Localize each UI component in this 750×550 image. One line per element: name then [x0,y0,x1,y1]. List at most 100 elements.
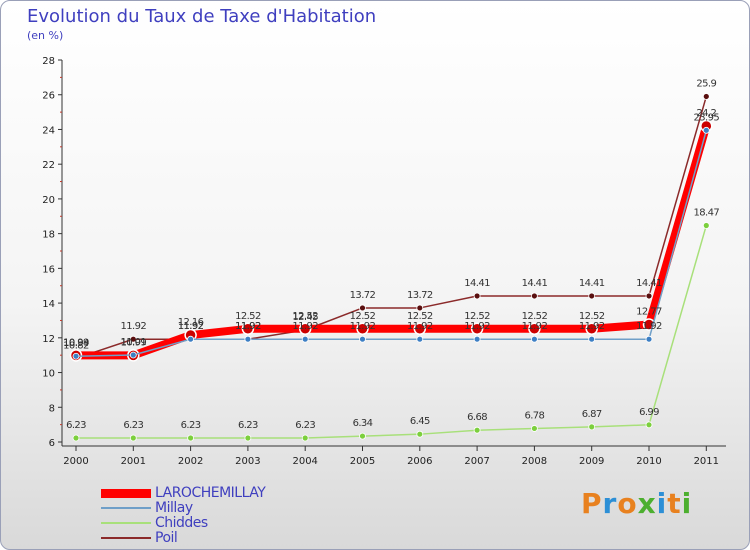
y-tick-label: 28 [42,56,55,67]
data-label-millay: 23.95 [693,112,719,123]
data-point-poil [416,304,424,312]
unit-label: (en %) [27,29,64,42]
y-tick-label: 20 [42,195,55,206]
data-labels: 10.99 10.99 12.16 12.52 12.52 12.52 12.52 12.52… [63,78,720,431]
data-point-millay [187,335,195,343]
x-tick-label: 2011 [694,456,719,467]
data-point-poil [702,93,710,100]
data-point-larochemillay [241,322,255,336]
data-label-poil: 11.92 [120,321,146,332]
x-tick-label: 2002 [178,456,203,467]
data-label-millay: 11.92 [522,321,548,332]
data-label-larochemillay: 12.52 [522,311,548,322]
logo-letter: o [617,487,638,520]
y-tick-label: 16 [42,264,55,275]
data-label-poil: 11.92 [178,321,204,332]
logo-letter: x [637,487,657,520]
data-label-millay: 11.92 [636,321,662,332]
x-tick-label: 2007 [464,456,489,467]
data-label-larochemillay: 12.52 [235,311,261,322]
data-label-chiddes: 6.87 [582,409,602,420]
proxiti-logo: Proxiti [581,487,692,520]
y-tick-label: 18 [42,230,55,241]
data-point-poil [473,292,481,300]
data-point-larochemillay [585,322,598,336]
data-label-poil: 12.45 [292,312,318,323]
series-line-poil [75,96,708,360]
data-point-millay [588,335,596,343]
y-tick-label: 22 [42,160,55,171]
y-tick-label: 26 [42,91,55,102]
data-label-chiddes: 6.45 [410,416,430,427]
series-line-chiddes [76,225,708,439]
data-point-chiddes [416,430,424,438]
logo-letter: t [667,487,682,520]
logo-letter: i [681,487,693,520]
y-tick-label: 24 [42,125,55,136]
y-tick-label: 6 [49,438,55,449]
data-label-poil: 13.72 [407,290,433,301]
data-point-poil [645,292,653,300]
data-label-chiddes: 6.99 [639,407,659,418]
data-point-chiddes [187,434,195,442]
data-label-chiddes: 6.78 [524,410,544,421]
legend: LAROCHEMILLAY Millay Chiddes Poil [101,485,321,546]
legend-item-chiddes: Chiddes [101,515,321,531]
data-label-chiddes: 6.23 [123,420,143,431]
y-tick-label: 8 [49,403,55,414]
data-point-larochemillay [528,322,541,336]
data-point-millay [359,335,366,343]
data-label-millay: 11.92 [407,321,433,332]
data-label-larochemillay: 12.52 [579,311,605,322]
y-axis-ticks: 6 8 10 12 14 16 18 20 22 24 26 28 [42,56,62,449]
data-point-millay [473,335,481,343]
legend-label: Chiddes [155,515,208,531]
series-lines [69,93,713,442]
legend-item-poil: Poil [101,530,321,546]
logo-letter: i [656,487,668,520]
data-label-poil: 14.41 [579,278,605,289]
legend-swatch [101,488,151,498]
y-tick-label: 12 [42,334,55,345]
legend-swatch [101,522,151,524]
data-label-poil: 14.41 [464,278,490,289]
data-label-larochemillay: 10.99 [120,337,146,348]
data-point-larochemillay [413,322,427,336]
axes [61,60,726,447]
data-label-chiddes: 6.68 [467,412,487,423]
data-label-millay: 11.01 [120,337,146,348]
data-label-chiddes: 6.23 [295,420,315,431]
data-point-poil [359,304,366,312]
data-label-poil: 13.72 [350,290,376,301]
data-label-larochemillay: 12.52 [464,311,490,322]
data-label-poil: 14.41 [636,278,662,289]
data-label-millay: 11.92 [178,321,204,332]
data-label-larochemillay: 12.52 [292,311,318,322]
data-point-chiddes [301,434,309,442]
data-point-chiddes [72,434,80,442]
data-point-chiddes [588,423,596,431]
data-label-chiddes: 6.23 [238,420,258,431]
data-point-poil [588,292,596,300]
x-tick-label: 2009 [579,456,604,467]
data-point-chiddes [702,222,710,229]
data-point-millay [702,126,710,134]
data-label-larochemillay: 24.2 [696,108,716,119]
y-tick-label: 14 [42,299,55,310]
data-point-poil [531,292,538,300]
legend-label: Poil [155,530,178,546]
data-label-chiddes: 6.23 [66,420,86,431]
y-tick-label: 10 [42,369,55,380]
x-tick-label: 2003 [235,456,260,467]
data-label-millay: 11.92 [579,321,605,332]
legend-item-larochemillay: LAROCHEMILLAY [101,485,321,501]
data-label-millay: 11.92 [464,321,490,332]
data-label-larochemillay: 12.16 [178,317,204,328]
x-tick-label: 2005 [350,456,375,467]
data-point-millay [72,352,80,360]
data-label-poil: 11.92 [235,321,261,332]
data-label-poil: 25.9 [696,78,716,89]
legend-swatch [101,537,151,539]
